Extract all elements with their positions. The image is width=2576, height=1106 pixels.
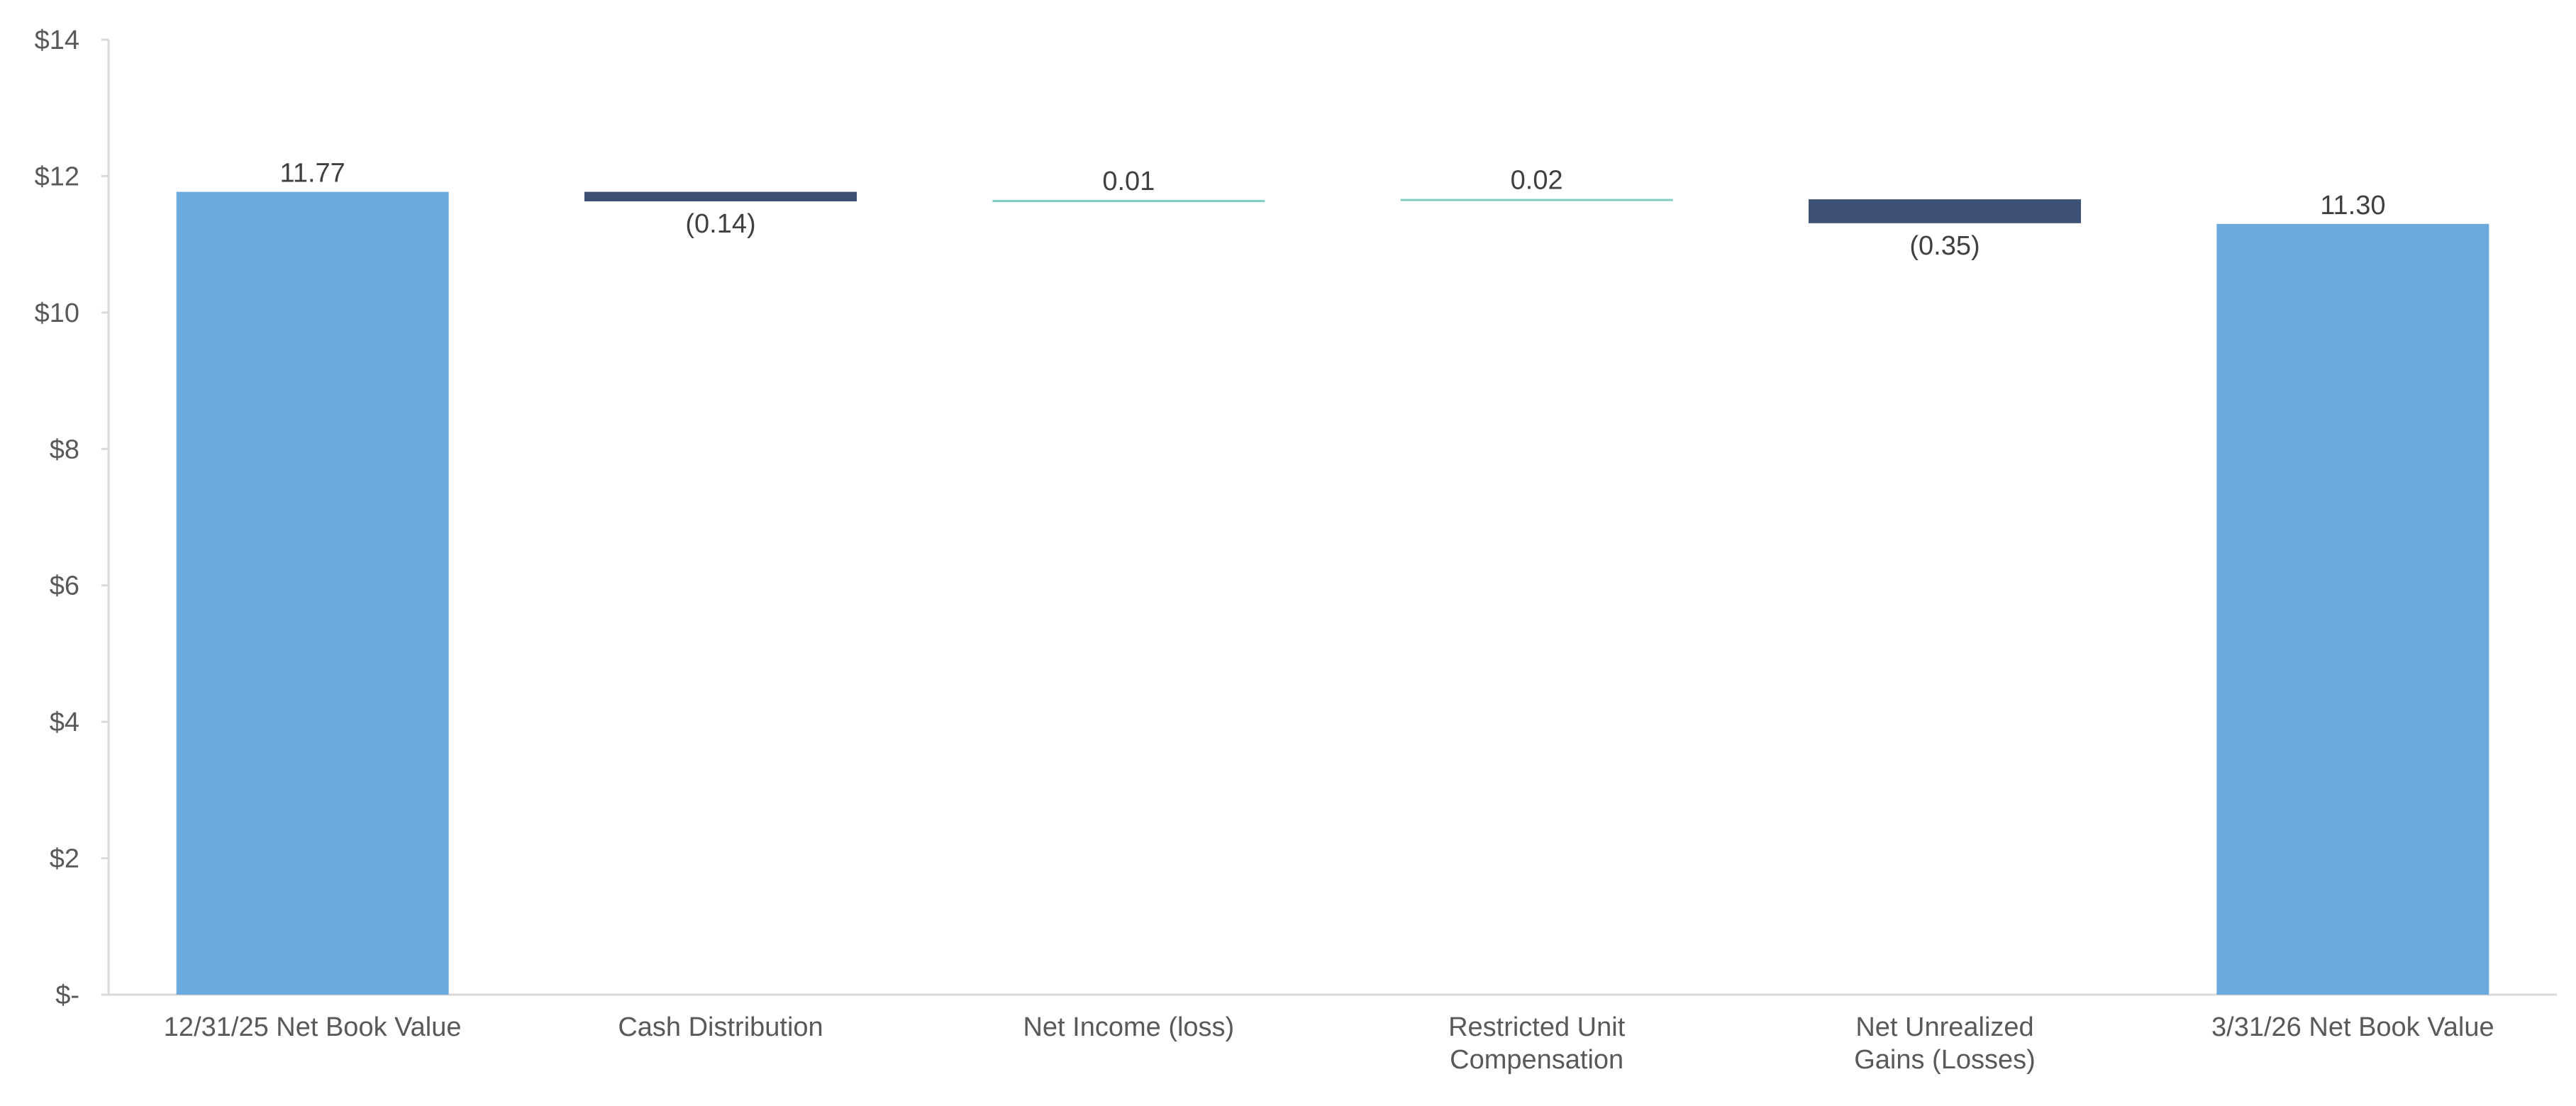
y-tick-label: $- [55, 981, 79, 1010]
x-category-label: Restricted Unit [1448, 1012, 1626, 1042]
bar-total [2216, 223, 2489, 995]
data-label: 0.02 [1511, 166, 1563, 196]
data-label: 11.77 [280, 159, 345, 189]
y-tick-label: $12 [35, 162, 79, 191]
y-tick-label: $14 [35, 26, 79, 55]
x-category-label: 12/31/25 Net Book Value [164, 1012, 462, 1042]
x-category-label: Compensation [1450, 1045, 1623, 1075]
data-label: (0.35) [1909, 231, 1980, 261]
x-category-label: Net Unrealized [1855, 1012, 2033, 1042]
x-category-label: 3/31/26 Net Book Value [2211, 1012, 2494, 1042]
bar-total [176, 191, 449, 995]
data-label: 0.01 [1102, 167, 1155, 196]
x-category-label: Net Income (loss) [1023, 1012, 1234, 1042]
data-label: 11.30 [2320, 191, 2385, 220]
y-tick-label: $4 [50, 708, 79, 737]
x-category-label: Cash Distribution [618, 1012, 823, 1042]
y-tick-label: $6 [50, 571, 79, 601]
bar-decrease [1809, 199, 2081, 223]
y-tick-label: $8 [50, 435, 79, 464]
bar-decrease [584, 191, 857, 202]
data-label: (0.14) [685, 209, 755, 239]
bar-increase [1400, 199, 1673, 201]
y-tick-label: $2 [50, 844, 79, 874]
y-tick-label: $10 [35, 298, 79, 328]
bar-increase [992, 200, 1265, 203]
x-category-label: Gains (Losses) [1854, 1045, 2036, 1075]
